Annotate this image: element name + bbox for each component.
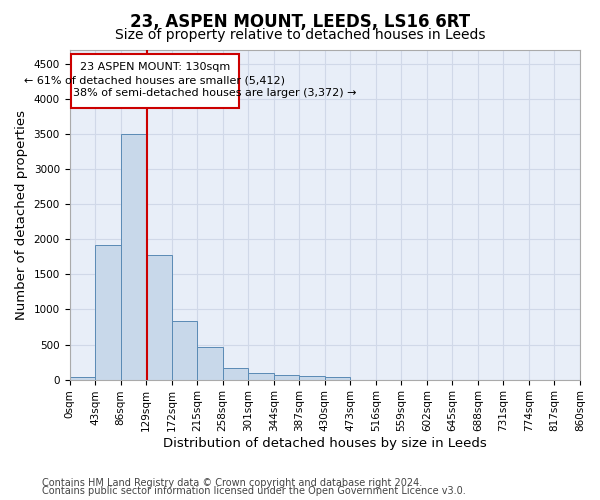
Bar [95,245,121,380]
Bar [325,377,350,380]
Bar [70,377,95,380]
Text: 23 ASPEN MOUNT: 130sqm: 23 ASPEN MOUNT: 130sqm [80,62,230,72]
Bar [146,255,172,380]
Y-axis label: Number of detached properties: Number of detached properties [15,110,28,320]
Bar [197,348,223,380]
Bar [172,320,197,380]
Bar [299,376,325,380]
X-axis label: Distribution of detached houses by size in Leeds: Distribution of detached houses by size … [163,437,487,450]
Text: 23, ASPEN MOUNT, LEEDS, LS16 6RT: 23, ASPEN MOUNT, LEEDS, LS16 6RT [130,12,470,30]
Text: ← 61% of detached houses are smaller (5,412): ← 61% of detached houses are smaller (5,… [24,75,285,85]
Bar [71,54,239,108]
Text: 38% of semi-detached houses are larger (3,372) →: 38% of semi-detached houses are larger (… [73,88,356,98]
Text: Size of property relative to detached houses in Leeds: Size of property relative to detached ho… [115,28,485,42]
Text: Contains public sector information licensed under the Open Government Licence v3: Contains public sector information licen… [42,486,466,496]
Text: Contains HM Land Registry data © Crown copyright and database right 2024.: Contains HM Land Registry data © Crown c… [42,478,422,488]
Bar [248,372,274,380]
Bar [274,374,299,380]
Bar [121,134,146,380]
Bar [223,368,248,380]
